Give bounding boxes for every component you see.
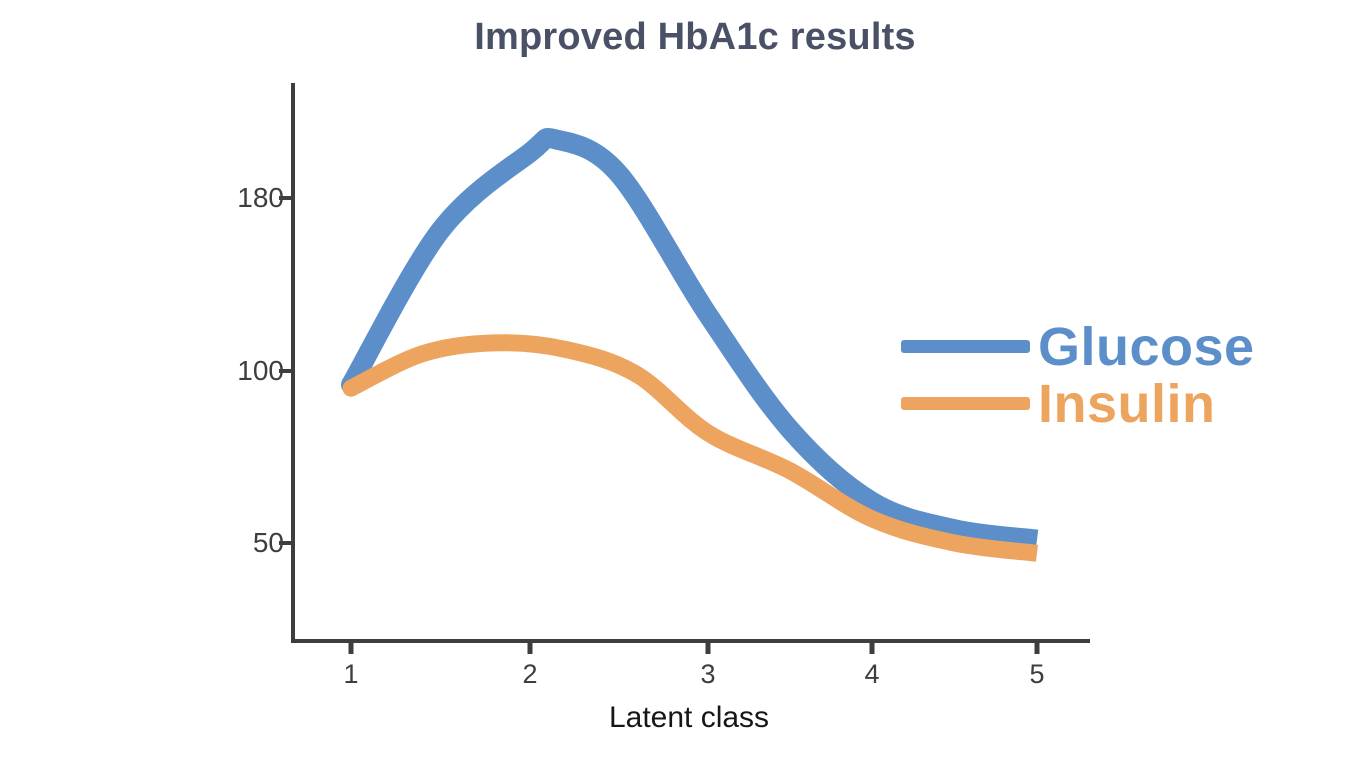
y-axis-tick-label-180: 180	[237, 182, 284, 213]
x-axis-tick-label-1: 1	[343, 659, 359, 689]
page-title: Improved HbA1c results	[474, 16, 916, 58]
x-axis-tick-label-2: 2	[522, 659, 538, 689]
legend-item-glucose: Glucose	[901, 318, 1255, 375]
x-axis-tick-label-5: 5	[1029, 659, 1045, 689]
legend-item-insulin: Insulin	[901, 375, 1255, 432]
legend: Glucose Insulin	[901, 318, 1255, 432]
x-axis-tick-label-4: 4	[864, 659, 880, 689]
legend-swatch-insulin	[901, 397, 1030, 410]
x-axis-tick-label-3: 3	[700, 659, 716, 689]
y-axis-tick-label-100: 100	[237, 355, 284, 386]
y-axis-tick-label-50: 50	[252, 527, 284, 558]
legend-swatch-glucose	[901, 340, 1030, 353]
legend-label-glucose: Glucose	[1038, 316, 1255, 377]
x-axis-title: Latent class	[608, 701, 770, 734]
legend-label-insulin: Insulin	[1038, 373, 1216, 434]
